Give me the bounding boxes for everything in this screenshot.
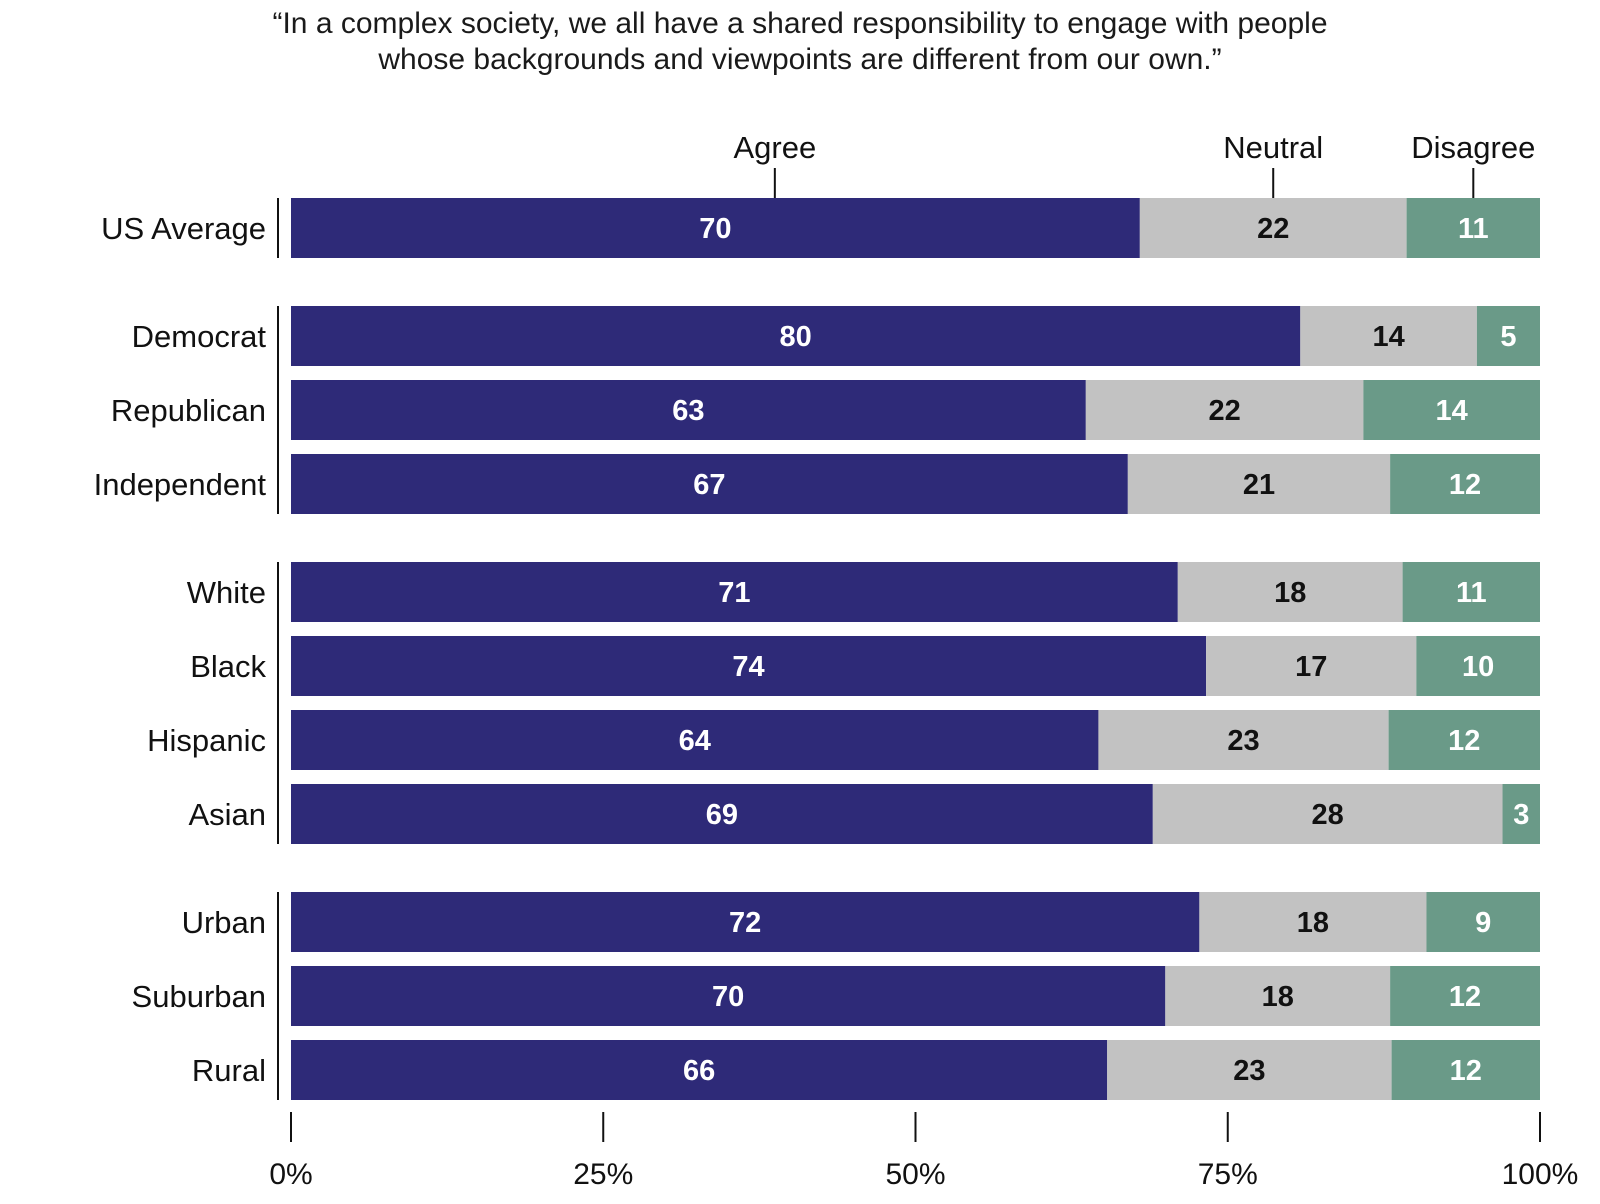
- data-label-neutral-democrat: 14: [1372, 321, 1404, 353]
- data-label-neutral-asian: 28: [1312, 799, 1344, 831]
- bar-neutral-suburban: [1165, 966, 1391, 1026]
- bar-neutral-republican: [1085, 380, 1364, 440]
- bar-disagree-black: [1416, 636, 1540, 696]
- legend-label-agree: Agree: [733, 130, 816, 165]
- category-label-rural: Rural: [192, 1053, 266, 1088]
- data-label-neutral-republican: 22: [1208, 395, 1240, 427]
- x-tick-label-0: 0%: [269, 1158, 312, 1191]
- data-label-neutral-black: 17: [1295, 651, 1327, 683]
- bar-disagree-white: [1402, 562, 1540, 622]
- data-label-neutral-hispanic: 23: [1227, 725, 1259, 757]
- category-label-suburban: Suburban: [132, 979, 266, 1014]
- category-label-democrat: Democrat: [132, 319, 267, 354]
- data-label-disagree-us-average: 11: [1458, 213, 1489, 245]
- category-label-urban: Urban: [182, 905, 266, 940]
- category-label-independent: Independent: [94, 467, 267, 502]
- data-label-disagree-asian: 3: [1513, 799, 1529, 831]
- data-label-agree-suburban: 70: [712, 981, 744, 1013]
- category-label-black: Black: [190, 649, 266, 684]
- bar-agree-us-average: [291, 198, 1140, 258]
- bar-neutral-black: [1206, 636, 1417, 696]
- data-label-agree-white: 71: [718, 577, 750, 609]
- data-label-disagree-hispanic: 12: [1448, 725, 1480, 757]
- legend-label-neutral: Neutral: [1223, 130, 1323, 165]
- data-label-agree-democrat: 80: [780, 321, 812, 353]
- data-label-neutral-rural: 23: [1233, 1055, 1265, 1087]
- bar-neutral-white: [1177, 562, 1403, 622]
- bar-neutral-rural: [1107, 1040, 1392, 1100]
- bar-agree-white: [291, 562, 1178, 622]
- data-label-agree-independent: 67: [693, 469, 725, 501]
- bar-disagree-suburban: [1390, 966, 1540, 1026]
- chart-title-line-1: “In a complex society, we all have a sha…: [272, 7, 1328, 40]
- bar-agree-rural: [291, 1040, 1108, 1100]
- x-tick-label-75: 75%: [1198, 1158, 1258, 1191]
- bar-disagree-democrat: [1476, 306, 1540, 366]
- data-label-agree-urban: 72: [729, 907, 761, 939]
- bar-neutral-urban: [1199, 892, 1427, 952]
- data-label-agree-us-average: 70: [699, 213, 731, 245]
- category-label-republican: Republican: [111, 393, 266, 428]
- bar-agree-urban: [291, 892, 1200, 952]
- bar-disagree-rural: [1391, 1040, 1540, 1100]
- data-label-agree-republican: 63: [672, 395, 704, 427]
- bar-neutral-hispanic: [1098, 710, 1389, 770]
- data-label-disagree-white: 11: [1456, 577, 1487, 609]
- data-label-disagree-republican: 14: [1436, 395, 1468, 427]
- bar-disagree-asian: [1502, 784, 1540, 844]
- legend-label-disagree: Disagree: [1411, 130, 1535, 165]
- data-label-disagree-rural: 12: [1450, 1055, 1482, 1087]
- data-label-agree-hispanic: 64: [679, 725, 711, 757]
- bar-agree-black: [291, 636, 1207, 696]
- data-label-neutral-white: 18: [1274, 577, 1306, 609]
- data-label-neutral-independent: 21: [1243, 469, 1275, 501]
- bar-agree-asian: [291, 784, 1153, 844]
- category-label-asian: Asian: [188, 797, 266, 832]
- category-label-white: White: [187, 575, 266, 610]
- data-label-disagree-urban: 9: [1475, 907, 1491, 939]
- data-label-disagree-democrat: 5: [1500, 321, 1516, 353]
- bar-agree-suburban: [291, 966, 1166, 1026]
- data-label-neutral-urban: 18: [1297, 907, 1329, 939]
- bar-neutral-asian: [1152, 784, 1503, 844]
- x-tick-label-25: 25%: [573, 1158, 633, 1191]
- x-tick-label-100: 100%: [1502, 1158, 1579, 1191]
- category-label-hispanic: Hispanic: [147, 723, 266, 758]
- data-label-disagree-independent: 12: [1449, 469, 1481, 501]
- bar-agree-republican: [291, 380, 1086, 440]
- bar-disagree-us-average: [1406, 198, 1540, 258]
- bar-neutral-independent: [1127, 454, 1391, 514]
- bar-agree-hispanic: [291, 710, 1099, 770]
- category-label-us-average: US Average: [101, 211, 266, 246]
- bar-agree-democrat: [291, 306, 1301, 366]
- data-label-disagree-black: 10: [1462, 651, 1494, 683]
- bar-neutral-democrat: [1300, 306, 1477, 366]
- bar-neutral-us-average: [1139, 198, 1407, 258]
- chart-title-line-2: whose backgrounds and viewpoints are dif…: [378, 43, 1222, 76]
- data-label-agree-black: 74: [732, 651, 764, 683]
- data-label-agree-asian: 69: [706, 799, 738, 831]
- bar-agree-independent: [291, 454, 1128, 514]
- data-label-neutral-suburban: 18: [1262, 981, 1294, 1013]
- chart-title: “In a complex society, we all have a sha…: [0, 6, 1600, 78]
- bar-disagree-republican: [1363, 380, 1540, 440]
- data-label-agree-rural: 66: [683, 1055, 715, 1087]
- x-tick-label-50: 50%: [885, 1158, 945, 1191]
- bar-disagree-independent: [1390, 454, 1540, 514]
- data-label-neutral-us-average: 22: [1257, 213, 1289, 245]
- bar-disagree-hispanic: [1388, 710, 1540, 770]
- data-label-disagree-suburban: 12: [1449, 981, 1481, 1013]
- bar-disagree-urban: [1426, 892, 1540, 952]
